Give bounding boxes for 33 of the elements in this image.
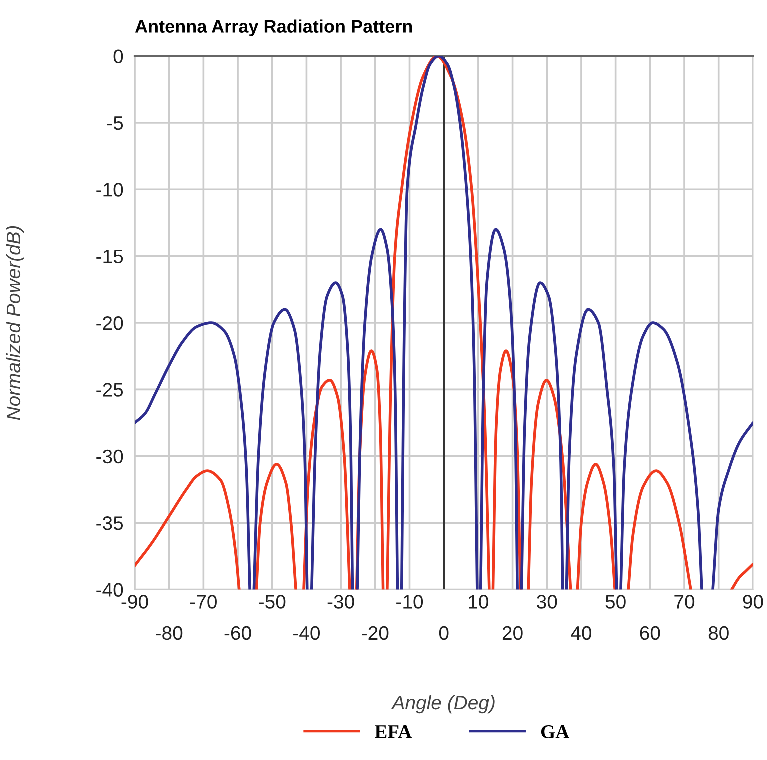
- x-tick-label: 70: [674, 595, 695, 609]
- x-tick-label: -90: [122, 595, 148, 609]
- x2-tick-label: 0: [439, 626, 449, 640]
- x2-tick-label: -20: [362, 626, 389, 640]
- y-tick-label: -30: [96, 450, 124, 464]
- y-tick-label: -15: [96, 250, 124, 264]
- legend-label: EFA: [375, 726, 412, 738]
- x2-tick-label: -80: [156, 626, 183, 640]
- x2-tick-label: -40: [294, 626, 320, 640]
- x-tick-label: -50: [259, 595, 286, 609]
- x-tick-label: -30: [328, 595, 354, 609]
- y-tick-label: -25: [96, 383, 124, 397]
- x2-tick-label: 60: [640, 626, 660, 640]
- x-tick-label: 10: [469, 595, 488, 609]
- y-tick-label: -35: [96, 516, 124, 530]
- x2-tick-label: 20: [502, 626, 523, 640]
- x-tick-label: 30: [537, 595, 558, 609]
- x-tick-label: 90: [743, 595, 764, 609]
- y-tick-label: 0: [114, 50, 124, 64]
- x-axis-title: Angle (Deg): [391, 695, 495, 714]
- x2-tick-label: 40: [571, 626, 592, 640]
- y-tick-label: -5: [107, 116, 124, 130]
- y-axis-title: Normalized Power(dB): [6, 226, 24, 420]
- x-tick-label: 50: [606, 595, 626, 609]
- x2-tick-label: -60: [224, 626, 252, 640]
- chart-title: Antenna Array Radiation Pattern: [135, 20, 412, 37]
- x-tick-label: -70: [190, 595, 217, 609]
- y-tick-label: -20: [96, 316, 124, 330]
- legend-label: GA: [541, 725, 570, 739]
- y-tick-label: -40: [96, 583, 124, 597]
- x-tick-label: -10: [396, 595, 424, 609]
- x2-tick-label: 80: [708, 626, 729, 640]
- y-tick-label: -10: [96, 183, 124, 197]
